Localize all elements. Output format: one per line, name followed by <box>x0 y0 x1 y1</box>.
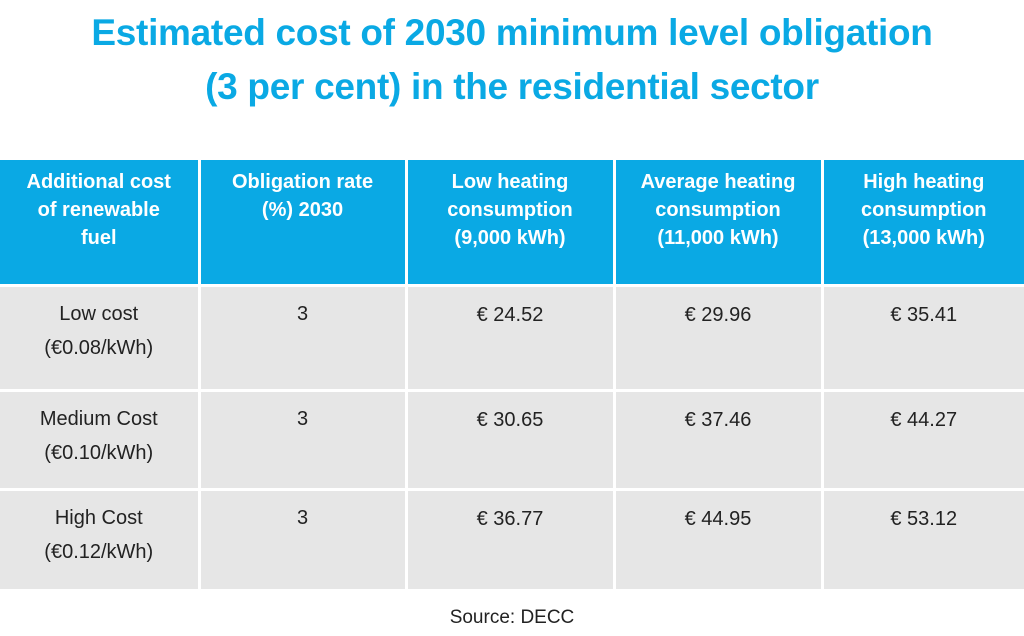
header-high-heating: High heating consumption (13,000 kWh) <box>820 160 1024 285</box>
row-low-heating-cost: € 24.52 <box>404 283 614 390</box>
cell-text: € 44.27 <box>890 408 958 431</box>
cell-text: € 36.77 <box>476 507 544 530</box>
header-additional-cost: Additional cost of renewable fuel <box>0 160 199 285</box>
cell-text: € 30.65 <box>476 408 544 431</box>
row-obligation-rate: 3 <box>197 283 406 390</box>
cell-text: € 44.95 <box>684 507 752 530</box>
row-average-heating-cost: € 44.95 <box>612 487 822 589</box>
cell-text: 3 <box>296 302 309 325</box>
page-title: Estimated cost of 2030 minimum level obl… <box>0 6 1024 114</box>
row-high-heating-cost: € 44.27 <box>820 388 1024 489</box>
row-average-heating-cost: € 37.46 <box>612 388 822 489</box>
header-average-heating: Average heating consumption (11,000 kWh) <box>612 160 822 285</box>
title-line-1: Estimated cost of 2030 minimum level obl… <box>91 12 933 53</box>
header-label: Additional cost of renewable fuel <box>26 171 171 249</box>
cell-text: € 35.41 <box>890 303 958 326</box>
table-row: Medium Cost (€0.10/kWh) 3 € 30.65 € 37.4… <box>0 388 1024 489</box>
row-high-heating-cost: € 35.41 <box>820 283 1024 390</box>
row-average-heating-cost: € 29.96 <box>612 283 822 390</box>
row-obligation-rate: 3 <box>197 487 406 589</box>
cell-text: High Cost (€0.12/kWh) <box>44 506 154 563</box>
row-low-heating-cost: € 36.77 <box>404 487 614 589</box>
header-low-heating: Low heating consumption (9,000 kWh) <box>404 160 614 285</box>
source-note: Source: DECC <box>449 607 575 628</box>
cell-text: Medium Cost (€0.10/kWh) <box>39 407 158 464</box>
table-row: High Cost (€0.12/kWh) 3 € 36.77 € 44.95 … <box>0 487 1024 589</box>
cell-text: 3 <box>296 506 309 529</box>
table-header-row: Additional cost of renewable fuel Obliga… <box>0 160 1024 285</box>
row-cost-label: High Cost (€0.12/kWh) <box>0 487 199 589</box>
row-cost-label: Medium Cost (€0.10/kWh) <box>0 388 199 489</box>
cell-text: € 29.96 <box>684 303 752 326</box>
header-label: Average heating consumption (11,000 kWh) <box>640 171 796 249</box>
cell-text: Low cost (€0.08/kWh) <box>44 302 154 359</box>
cell-text: 3 <box>296 407 309 430</box>
header-label: Obligation rate (%) 2030 <box>231 171 374 221</box>
row-high-heating-cost: € 53.12 <box>820 487 1024 589</box>
row-cost-label: Low cost (€0.08/kWh) <box>0 283 199 390</box>
row-obligation-rate: 3 <box>197 388 406 489</box>
cell-text: € 37.46 <box>684 408 752 431</box>
cell-text: € 53.12 <box>890 507 958 530</box>
title-line-2: (3 per cent) in the residential sector <box>205 66 819 107</box>
row-low-heating-cost: € 30.65 <box>404 388 614 489</box>
cell-text: € 24.52 <box>476 303 544 326</box>
table-row: Low cost (€0.08/kWh) 3 € 24.52 € 29.96 €… <box>0 283 1024 390</box>
header-label: Low heating consumption (9,000 kWh) <box>447 171 573 249</box>
cost-table: Additional cost of renewable fuel Obliga… <box>0 160 1024 589</box>
header-obligation-rate: Obligation rate (%) 2030 <box>197 160 406 285</box>
header-label: High heating consumption (13,000 kWh) <box>860 171 987 249</box>
